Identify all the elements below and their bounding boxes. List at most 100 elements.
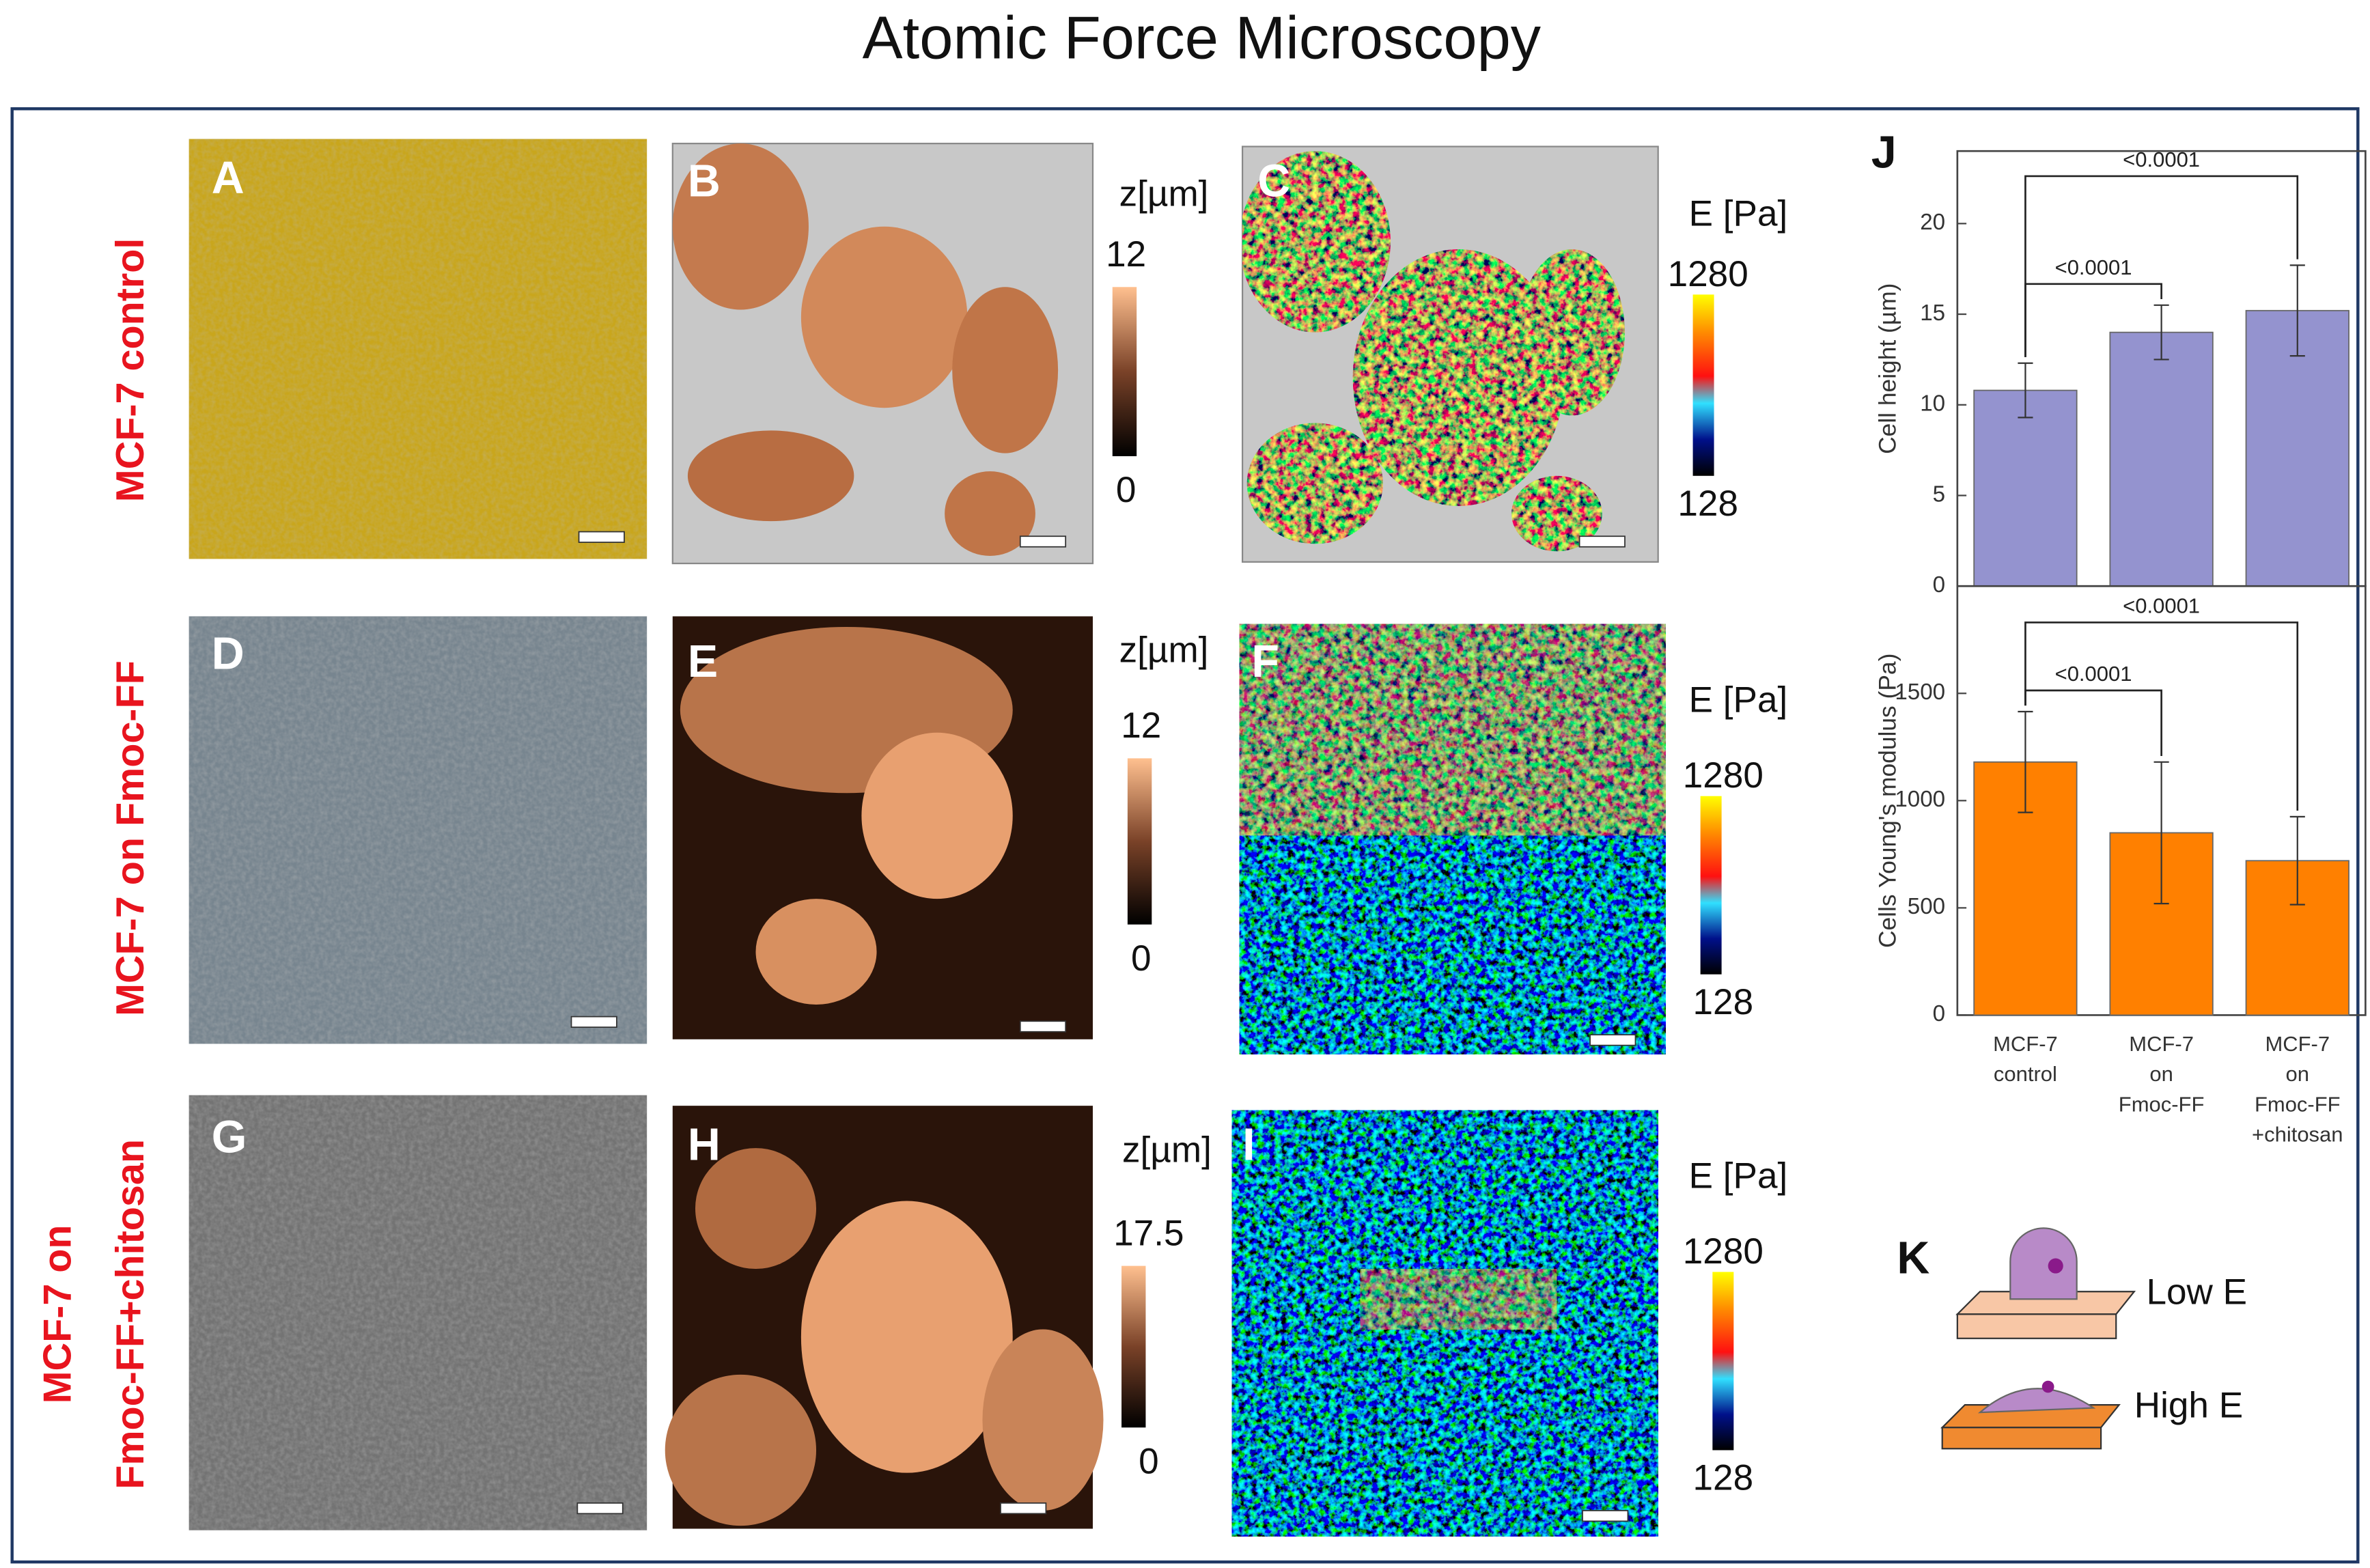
significance-bracket [2024,621,2299,811]
colorbar-min: 0 [1116,470,1137,510]
cell [687,430,854,522]
height-maps [665,143,1104,1529]
colorbar-min: 0 [1139,1441,1159,1481]
colorbar [1112,287,1137,457]
colorbar-label: z[µm] [1122,1130,1212,1171]
colorbar [1692,294,1714,476]
y-tick-label: 0 [1933,572,1945,598]
significance-label: <0.0001 [2055,255,2132,279]
low-e-label: Low E [2146,1272,2247,1313]
scale-bar [1582,1510,1629,1522]
nucleus [2048,1258,2063,1274]
scale-bar [578,531,625,543]
panel-letter: B [688,156,721,206]
row-label: Fmoc-FF+chitosan [109,1139,152,1489]
map-f-texture [1239,624,1666,836]
colorbar-max: 1280 [1683,755,1763,796]
y-tick-label: 1500 [1895,680,1945,705]
y-tick-label: 5 [1933,481,1945,507]
colorbar-label: z[µm] [1119,174,1209,214]
panel-letter: G [212,1112,247,1163]
colorbar-max: 1280 [1683,1231,1763,1272]
y-tick-label: 15 [1920,300,1945,326]
cell [755,899,877,1005]
high-e-label: High E [2134,1386,2243,1426]
bar [1973,389,2078,587]
bar [2109,331,2214,587]
colorbar-label: E [Pa] [1689,1156,1788,1196]
image-d-texture [189,616,647,1044]
scale-bar [1019,535,1067,548]
cell [861,732,1013,899]
y-tick-label: 1000 [1895,787,1945,812]
panel-letter: A [212,153,245,204]
y-tick-label: 20 [1920,210,1945,235]
y-axis-title: Cell height (µm) [1875,283,1901,454]
nucleus [2041,1380,2054,1393]
x-tick-label: Fmoc-FF [2119,1092,2205,1116]
cell [982,1329,1104,1511]
y-axis-title: Cells Young's modulus (Pa) [1875,654,1901,948]
colorbar-max: 12 [1106,234,1146,275]
cell [672,143,809,310]
significance-label: <0.0001 [2123,148,2200,171]
x-tick-label: MCF-7 [2129,1032,2194,1056]
image-a-texture [189,139,647,559]
colorbar [1712,1272,1734,1451]
cell-round [2009,1227,2078,1300]
colorbar-label: z[µm] [1119,630,1209,671]
figure-title: Atomic Force Microscopy [863,3,1542,71]
scale-bar [576,1502,624,1515]
x-tick-label: Fmoc-FF [2255,1092,2341,1116]
panel-letter: D [212,629,245,680]
modulus-maps [1231,145,1666,1537]
colorbar-label: E [Pa] [1689,680,1788,720]
colorbar [1700,796,1722,975]
colorbar [1127,758,1152,925]
panel-letter: I [1242,1120,1255,1171]
panel-letter: K [1897,1233,1929,1284]
y-tick-label: 500 [1908,894,1945,919]
significance-bracket [2024,175,2299,357]
panel-letter: F [1251,636,1279,687]
scale-bar [1000,1502,1047,1515]
panel-letter: H [688,1120,721,1171]
cell [800,226,968,408]
cell [665,1374,817,1526]
x-tick-label: +chitosan [2252,1123,2343,1147]
scale-bar [1578,535,1626,548]
optical-images [189,139,647,1530]
y-tick-label: 0 [1933,1001,1945,1026]
x-tick-label: control [1994,1062,2057,1086]
colorbar-max: 17.5 [1113,1213,1184,1253]
y-tick-label: 10 [1920,391,1945,417]
scale-bar [1589,1034,1636,1046]
panel-letter: J [1871,127,1897,178]
significance-bracket [2024,689,2162,756]
frame [10,107,2360,1564]
colorbar-label: E [Pa] [1689,193,1788,234]
panel-letter: C [1257,156,1290,206]
substrate-side [1941,1427,2102,1450]
scale-bar [1019,1020,1067,1033]
x-tick-label: MCF-7 [2265,1032,2330,1056]
cell [800,1201,1013,1473]
row-label: MCF-7 control [109,238,152,503]
colorbar [1121,1265,1146,1428]
map-i-texture [1360,1269,1557,1330]
colorbar-min: 128 [1693,1458,1754,1498]
cell [945,471,1035,556]
colorbar-max: 1280 [1668,254,1748,294]
panel-letter: E [688,636,718,687]
cell-flat [1977,1388,2096,1414]
colorbar-min: 128 [1677,484,1738,524]
image-g-texture [189,1095,647,1530]
colorbar-min: 0 [1131,938,1152,979]
x-tick-label: on [2286,1062,2309,1086]
row-label: MCF-7 on [36,1224,80,1403]
x-tick-label: MCF-7 [1993,1032,2058,1056]
row-label: MCF-7 on Fmoc-FF [109,660,152,1016]
scale-bar [570,1016,617,1028]
cell [952,287,1059,453]
